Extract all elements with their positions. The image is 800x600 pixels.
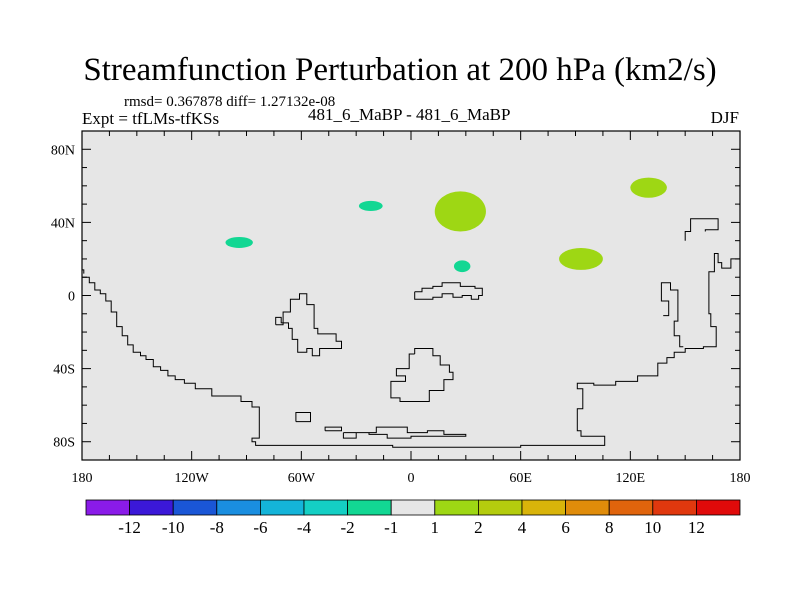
- colorbar-label: 12: [688, 518, 705, 537]
- anomaly-region-1: [434, 191, 486, 232]
- x-tick-label: 120E: [616, 471, 646, 486]
- colorbar-box: [434, 499, 479, 516]
- colorbar-label: -12: [118, 518, 141, 537]
- x-tick-label: 0: [408, 471, 415, 486]
- coastline-4: [414, 282, 483, 300]
- colorbar-box: [565, 499, 610, 516]
- anomaly-region-3: [630, 177, 667, 198]
- colorbar-box: [172, 499, 218, 516]
- x-tick-label: 180: [730, 471, 751, 486]
- stats-label: rmsd= 0.367878 diff= 1.27132e-08: [124, 94, 336, 110]
- colorbar-label: -1: [384, 518, 398, 537]
- coastline-8: [390, 348, 454, 402]
- map-background: [82, 131, 740, 460]
- season-label: DJF: [710, 108, 739, 127]
- colorbar-box: [608, 499, 654, 516]
- coastline-7: [342, 426, 467, 439]
- case-label: 481_6_MaBP - 481_6_MaBP: [308, 105, 511, 124]
- colorbar-label: 2: [474, 518, 483, 537]
- colorbar-label: -6: [253, 518, 267, 537]
- coastline-10: [684, 218, 719, 241]
- colorbar-box: [652, 499, 697, 516]
- colorbar-label: 4: [518, 518, 527, 537]
- colorbar-box: [390, 499, 436, 516]
- colorbar-box: [259, 499, 305, 516]
- colorbar-box: [129, 499, 174, 516]
- colorbar-label: 6: [561, 518, 570, 537]
- colorbar-box: [303, 499, 348, 516]
- colorbar-box: [696, 499, 741, 516]
- x-tick-label: 60E: [509, 471, 532, 486]
- y-tick-label: 80N: [51, 143, 75, 158]
- anomaly-region-2: [559, 247, 603, 270]
- x-tick-label: 60W: [288, 471, 316, 486]
- y-tick-label: 80S: [53, 436, 75, 451]
- colorbar-box: [521, 499, 566, 516]
- colorbar-label: 1: [431, 518, 440, 537]
- anomaly-region-4: [225, 237, 253, 248]
- anomaly-region-5: [358, 200, 383, 212]
- colorbar-label: -8: [210, 518, 224, 537]
- colorbar-box: [347, 499, 392, 516]
- colorbar-label: -4: [297, 518, 312, 537]
- experiment-label: Expt = tfLMs-tfKSs: [82, 109, 220, 128]
- colorbar-label: 8: [605, 518, 614, 537]
- colorbar-box: [477, 499, 523, 516]
- coastline-5: [295, 412, 311, 423]
- coastline-3: [275, 293, 342, 357]
- colorbar-label: -2: [341, 518, 355, 537]
- y-tick-label: 40N: [51, 216, 75, 231]
- y-tick-label: 40S: [53, 363, 75, 378]
- colorbar-box: [216, 499, 261, 516]
- coastline-9: [660, 282, 684, 348]
- anomaly-region-6: [453, 260, 471, 273]
- x-tick-label: 120W: [175, 471, 210, 486]
- colorbar-label: 10: [644, 518, 661, 537]
- colorbar-box: [85, 499, 130, 516]
- colorbar-label: -10: [162, 518, 185, 537]
- coastline-1: [82, 253, 740, 448]
- coastline-6: [324, 426, 342, 432]
- x-tick-label: 180: [72, 471, 93, 486]
- y-tick-label: 0: [68, 290, 75, 305]
- chart-title: Streamfunction Perturbation at 200 hPa (…: [83, 52, 717, 88]
